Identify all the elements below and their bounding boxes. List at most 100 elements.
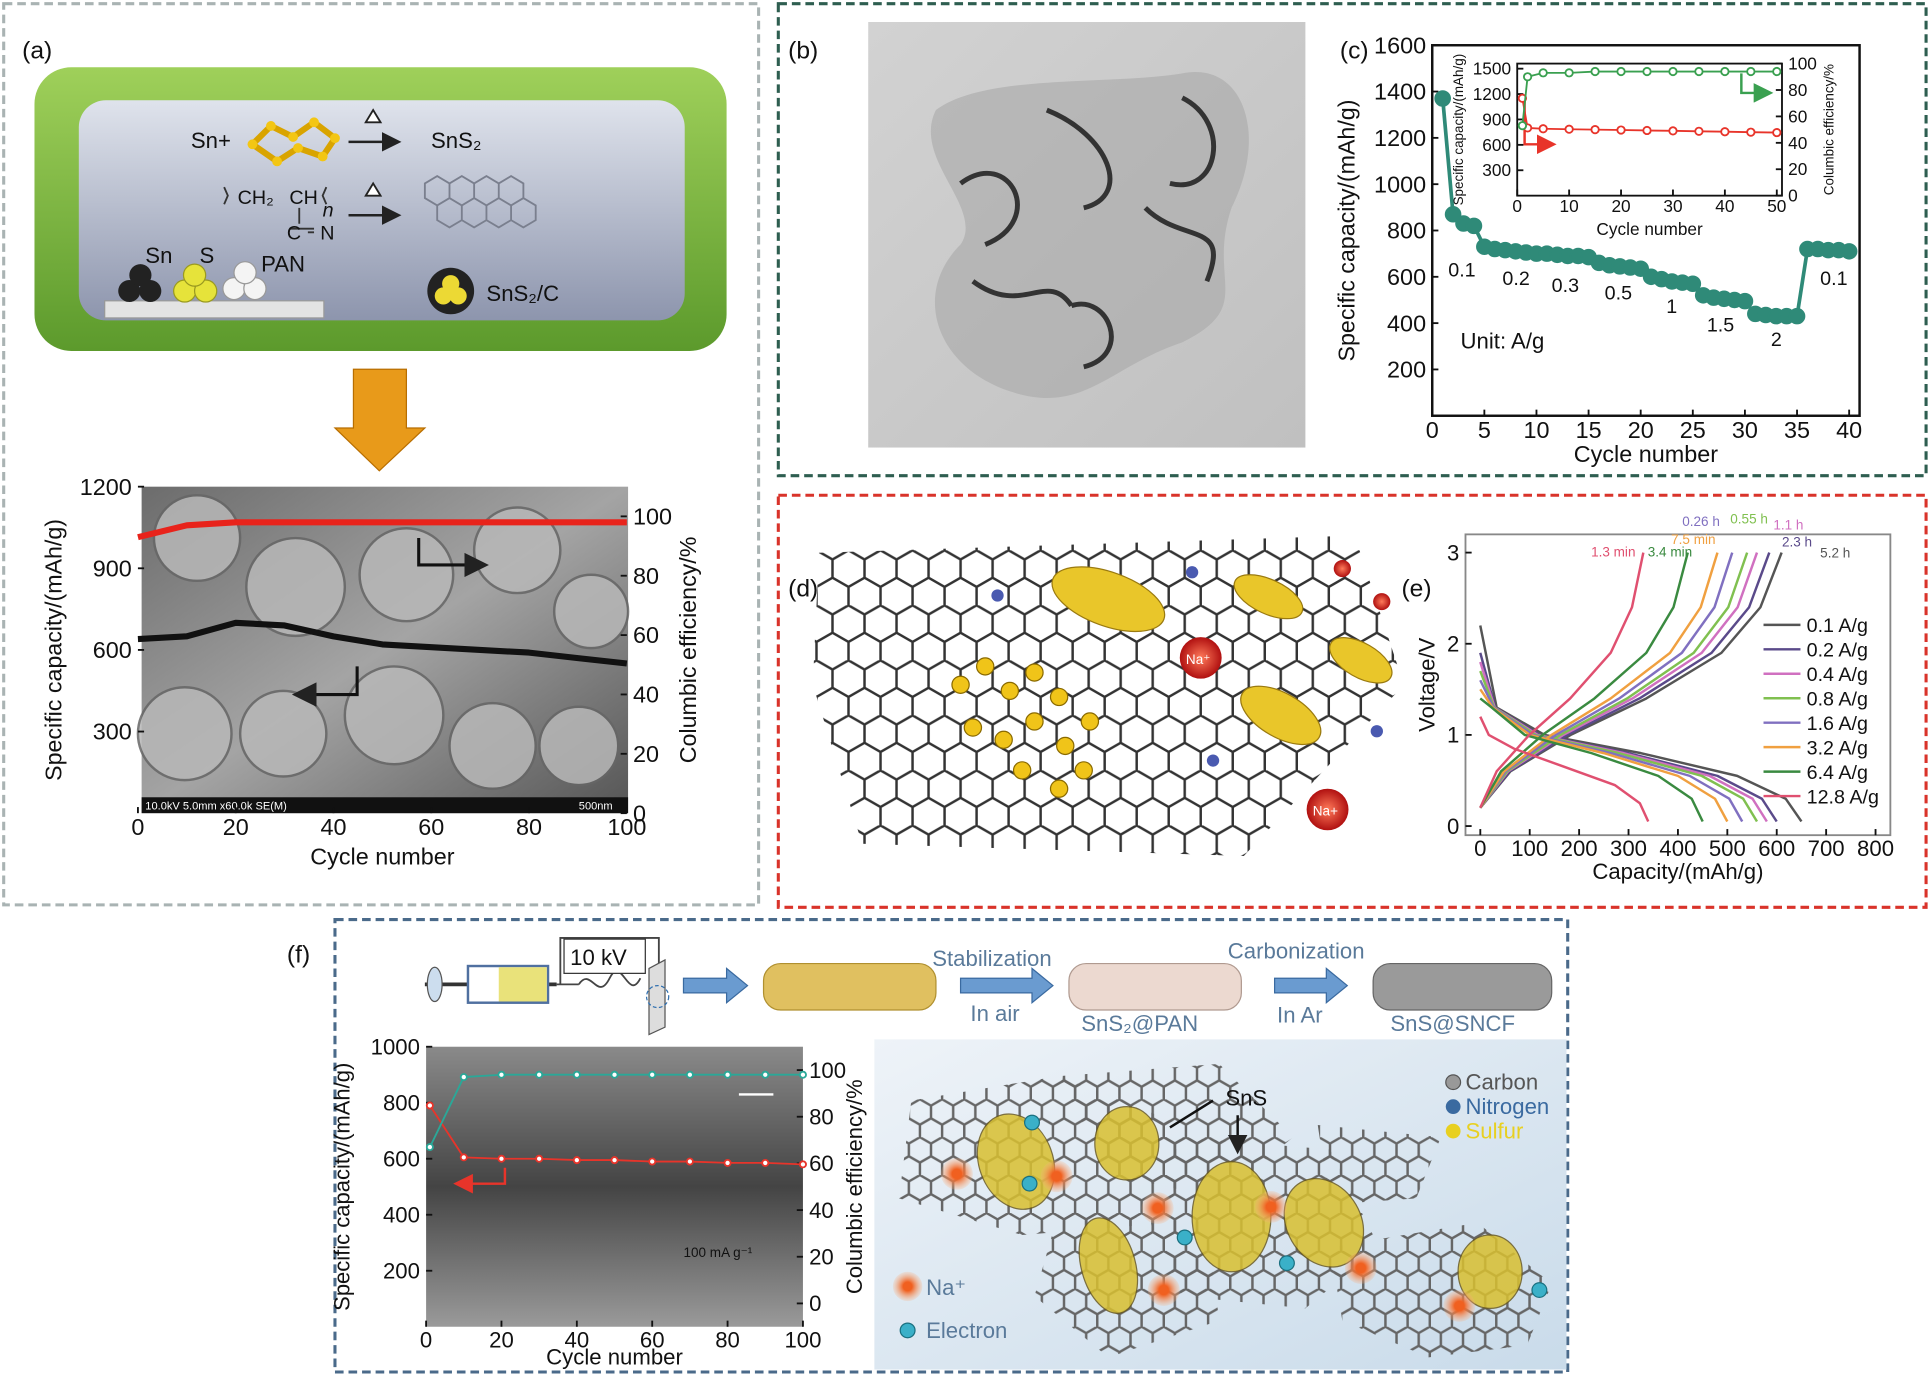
data-point — [1668, 66, 1678, 77]
x-tick-label: 10 — [1560, 196, 1579, 216]
y-tick-label: 600 — [1482, 135, 1511, 155]
x-tick-label: 60 — [418, 814, 444, 840]
data-point — [610, 1156, 619, 1165]
series-line — [137, 619, 628, 667]
chart: 0 20 40 60 80 100 200 400 600 800 1000 0 20 40 60 80 100… — [330, 1035, 867, 1370]
series-line — [1479, 552, 1759, 823]
graphene-illustration-g-circle — [1370, 725, 1383, 738]
synthesis-scheme-g-circle — [309, 117, 319, 128]
x-tick-label: 100 — [1511, 836, 1548, 861]
rate-labels-text: 0.2 — [1502, 268, 1529, 290]
time-labels: 1.3 min 3.4 min 7.5 min 0.26 h 0.55 h 1.… — [1591, 511, 1850, 560]
scheme-f-labels: 10 kV Stabilization In air SnS₂@PAN Carb… — [570, 939, 1549, 1343]
graphene-illustration-g-circle — [1025, 712, 1044, 731]
rate-labels: 0.1 0.2 0.3 0.5 1 1.5 2 0.1 Unit: A/g — [1448, 259, 1847, 353]
scheme-labels: Sn+ SnS₂ CH₂ CH n C N Sn S PAN SnS₂/C — [145, 128, 559, 306]
synthesis-scheme-g-circle — [442, 275, 460, 293]
synthesis-scheme-g-circle — [247, 139, 258, 150]
sem-image-path — [291, 666, 359, 707]
electrospinning-scheme-g-circle — [1531, 1282, 1548, 1299]
chart-frames-path — [1740, 73, 1774, 103]
x-tick-label: 300 — [1610, 836, 1647, 861]
x-tick-label: 0 — [420, 1328, 432, 1353]
y2-tick-label: 20 — [809, 1245, 834, 1270]
y-tick-label: 800 — [1387, 218, 1426, 244]
x-tick-label: 10 — [1523, 417, 1549, 443]
data-point — [1736, 292, 1754, 310]
y-tick-label: 200 — [383, 1259, 420, 1284]
tem-image-path — [959, 95, 1217, 370]
time-labels-text: 5.2 h — [1820, 546, 1850, 561]
electrospinning-scheme-ellipse — [426, 966, 443, 1003]
scheme-f-labels-text: Carbon — [1465, 1070, 1538, 1095]
y2-axis-label: Columbic efficiency/% — [842, 1079, 867, 1294]
graphene-illustration-g-ellipse — [1329, 637, 1393, 684]
panel-labels-text: (e) — [1401, 576, 1431, 603]
data-point — [1840, 243, 1858, 260]
y2-tick-label: 100 — [809, 1058, 846, 1083]
y2-tick-label: 40 — [633, 682, 659, 708]
sem-image-g-circle — [472, 506, 562, 595]
y-tick-label: 1500 — [1473, 59, 1511, 79]
data-point — [425, 1101, 434, 1110]
electrospinning-scheme-rect — [1372, 962, 1553, 1011]
synthesis-scheme-path — [223, 186, 328, 234]
electrospinning-scheme-path — [1169, 1099, 1238, 1150]
data-point — [761, 1070, 770, 1079]
data-point — [1564, 68, 1574, 78]
data-point — [1720, 127, 1730, 137]
electrospinning-scheme-g-polygon — [1317, 1124, 1441, 1205]
data-point — [572, 1156, 581, 1165]
time-labels-text: 2.3 h — [1782, 535, 1812, 550]
y-axis-label: Voltage/V — [1415, 637, 1440, 731]
y2-tick-label: 100 — [1788, 54, 1817, 74]
scheme-labels-text: N — [320, 223, 334, 245]
synthesis-scheme-g-circle — [317, 151, 328, 162]
synthesis-scheme-g — [434, 275, 467, 305]
sem-image-g-circle — [448, 701, 537, 790]
time-labels-text: 0.55 h — [1730, 511, 1768, 526]
data-point — [1746, 127, 1756, 137]
electrospinning-scheme-rect — [563, 938, 646, 974]
electrospinning-scheme-g-circle — [1443, 1290, 1476, 1322]
x-tick-label: 0 — [1512, 196, 1522, 216]
rate-labels-text: 0.5 — [1605, 283, 1632, 305]
data-point — [535, 1154, 544, 1163]
y-tick-label: 1200 — [80, 474, 132, 500]
x-tick-label: 30 — [1663, 196, 1682, 216]
electrospinning-scheme-g-circle — [1278, 1255, 1295, 1272]
data-point — [685, 1070, 694, 1079]
y-tick-label: 300 — [93, 719, 132, 745]
electrospinning-scheme-g-circle — [1023, 1114, 1041, 1131]
sem-image-g-circle — [136, 685, 233, 782]
data-point — [1564, 124, 1574, 134]
data-point — [1694, 66, 1704, 77]
data-point — [798, 1070, 807, 1079]
x-tick-label: 200 — [1561, 836, 1598, 861]
x-axis-label: Cycle number — [310, 844, 454, 870]
y-tick-label: 1600 — [1374, 32, 1426, 58]
electrospinning-scheme-path — [556, 936, 660, 988]
y-tick-label: 600 — [1387, 264, 1426, 290]
graphene-illustration-text: Na⁺ — [1186, 652, 1210, 667]
panel-borders-rect — [776, 493, 1928, 909]
panel-labels-text: (c) — [1340, 38, 1369, 65]
x-tick-label: 20 — [1611, 196, 1630, 216]
data-point — [1538, 68, 1548, 78]
data-point — [761, 1158, 770, 1167]
x-tick-label: 20 — [489, 1328, 514, 1353]
legend-label: 0.1 A/g — [1807, 615, 1868, 637]
x-tick-label: 15 — [1576, 417, 1602, 443]
graphene-illustration-circle — [1333, 560, 1351, 578]
time-labels-text: 7.5 min — [1671, 532, 1715, 547]
y-axis-label: Specific capacity/(mAh/g) — [330, 1063, 355, 1311]
legend-label: 0.2 A/g — [1807, 640, 1868, 662]
y2-tick-label: 40 — [809, 1198, 834, 1223]
y-tick-label: 1200 — [1473, 84, 1511, 104]
y-tick-label: 900 — [93, 556, 132, 582]
electrospinning-scheme-g-circle — [1176, 1229, 1193, 1246]
legend-label: 0.8 A/g — [1807, 689, 1868, 711]
graphene-illustration-g-circle — [991, 589, 1004, 602]
data-point — [1684, 275, 1702, 293]
